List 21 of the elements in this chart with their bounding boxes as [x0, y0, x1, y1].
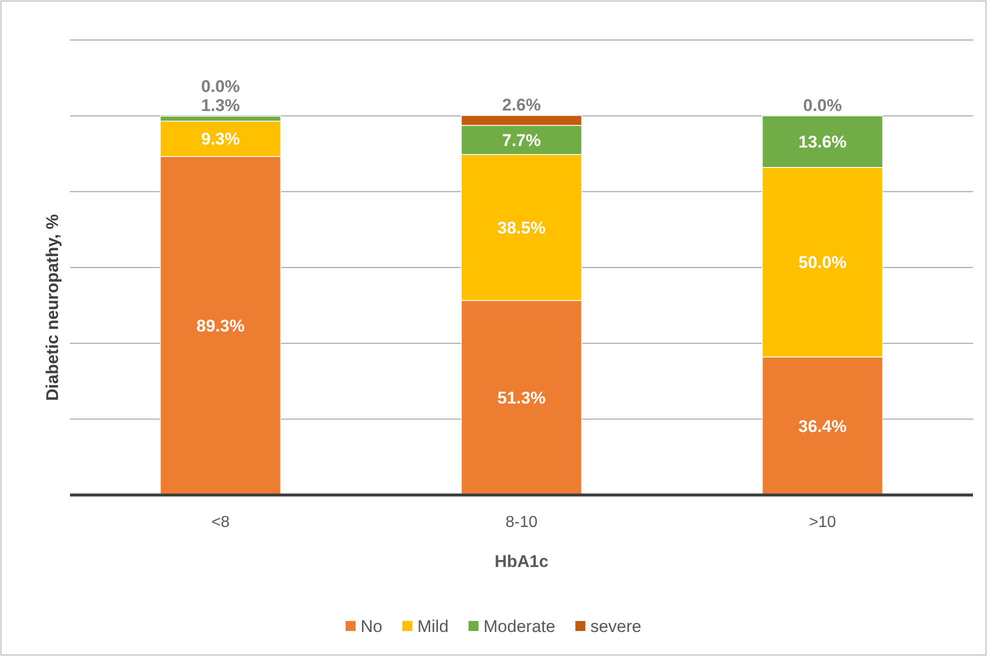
- data-label: 9.3%: [201, 130, 240, 149]
- legend-label: Moderate: [484, 616, 556, 636]
- data-label: 50.0%: [798, 253, 847, 272]
- data-label: 38.5%: [497, 218, 546, 238]
- legend-label: severe: [590, 616, 642, 636]
- data-label: 51.3%: [497, 388, 546, 408]
- data-label: 0.0%: [803, 96, 842, 115]
- data-label: 0.0%: [201, 77, 240, 96]
- data-label: 89.3%: [196, 316, 245, 336]
- x-tick-label: 8-10: [505, 514, 538, 531]
- data-label: 1.3%: [201, 96, 240, 116]
- legend-label: Mild: [417, 616, 449, 636]
- x-tick-label: <8: [211, 514, 230, 531]
- y-axis-title: Diabetic neuropathy, %: [43, 214, 62, 401]
- x-axis-title: HbA1c: [494, 552, 548, 571]
- x-tick-label: >10: [808, 514, 836, 531]
- data-label: 7.7%: [502, 130, 541, 150]
- data-label: 2.6%: [502, 95, 541, 114]
- data-label: 13.6%: [798, 132, 847, 152]
- legend-label: No: [360, 616, 382, 636]
- data-label: 36.4%: [798, 416, 847, 436]
